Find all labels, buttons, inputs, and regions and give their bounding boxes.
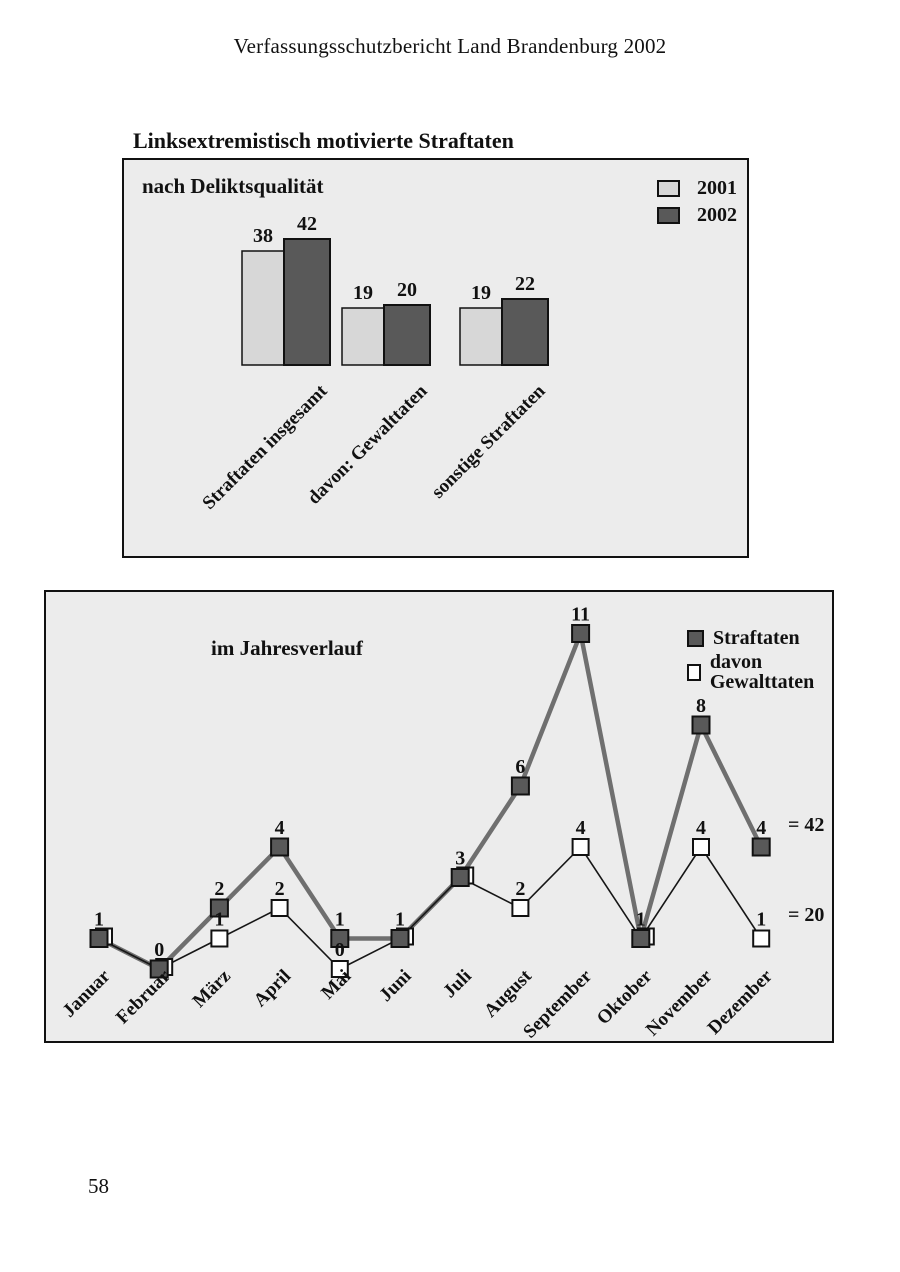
legend-swatch-2001 [657, 179, 680, 197]
straftaten-value-label: 6 [515, 756, 525, 778]
gewalttaten-marker [692, 838, 710, 856]
month-label: April [250, 966, 295, 1011]
straftaten-value-label: 1 [335, 909, 345, 931]
legend-label-2001: 2001 [697, 177, 737, 199]
bar-chart-title: nach Deliktsqualität [142, 174, 324, 198]
legend-row-2001: 2001 [657, 178, 737, 198]
gewalttaten-marker [511, 899, 530, 917]
bar-2002-0 [283, 238, 331, 366]
month-label: Januar [59, 965, 115, 1021]
legend-swatch-straftaten [687, 629, 704, 647]
legend-swatch-2002 [657, 206, 680, 224]
bar-2001-1 [341, 307, 385, 366]
gewalttaten-value-label: 0 [335, 939, 345, 961]
straftaten-value-label: 3 [455, 848, 465, 870]
straftaten-value-label: 2 [214, 878, 224, 900]
straftaten-marker [209, 898, 229, 918]
straftaten-value-label: 4 [756, 817, 766, 839]
bar-2002-1 [383, 304, 431, 366]
bar-value-label-2001: 38 [253, 225, 273, 247]
legend-row-straftaten: Straftaten [687, 628, 832, 648]
straftaten-value-label: 11 [571, 604, 590, 626]
legend-row-gewalttaten: davon Gewalttaten [687, 652, 832, 692]
straftaten-value-label: 1 [395, 909, 405, 931]
bar-chart-panel: nach Deliktsqualität 2001 2002 38 42 Straf… [122, 158, 749, 558]
gewalttaten-marker [752, 929, 771, 948]
straftaten-marker [149, 959, 169, 979]
gewalttaten-line [98, 845, 762, 970]
month-label: März [189, 965, 236, 1012]
page-number: 58 [88, 1174, 109, 1198]
line-chart-panel: im Jahresverlauf Straftaten davon Gewalt… [44, 590, 834, 1043]
bar-2001-2 [459, 307, 503, 366]
bar-2001-0 [241, 250, 285, 366]
gewalttaten-value-label: 2 [515, 878, 525, 900]
gewalttaten-value-label: 2 [275, 878, 285, 900]
legend-label-2002: 2002 [697, 204, 737, 226]
gewalttaten-marker [210, 929, 229, 948]
bar-category-label: sonstige Straftaten [428, 380, 550, 502]
bar-chart-legend: 2001 2002 [657, 178, 737, 225]
straftaten-marker [571, 624, 591, 643]
straftaten-marker [751, 837, 771, 857]
gewalttaten-value-label: 4 [576, 817, 586, 839]
total-straftaten-label: = 42 [788, 814, 825, 836]
month-label: Mai [317, 966, 355, 1004]
straftaten-marker [89, 929, 109, 948]
straftaten-value-label: 1 [636, 909, 646, 931]
month-label: Juli [439, 966, 476, 1003]
line-chart-title: im Jahresverlauf [211, 636, 363, 660]
straftaten-marker [330, 929, 350, 948]
legend-row-2002: 2002 [657, 205, 737, 225]
bar-value-label-2001: 19 [353, 282, 373, 304]
straftaten-marker [510, 776, 530, 796]
bar-value-label-2002: 22 [515, 273, 535, 295]
gewalttaten-value-label: 1 [756, 909, 766, 931]
month-label: Juni [375, 966, 415, 1006]
straftaten-marker [691, 715, 711, 735]
gewalttaten-marker [330, 960, 349, 978]
legend-swatch-gewalttaten [687, 663, 701, 681]
page-title: Linksextremistisch motivierte Straftaten [133, 128, 514, 153]
line-chart-legend: Straftaten davon Gewalttaten [687, 628, 832, 692]
gewalttaten-value-label: 4 [696, 817, 706, 839]
legend-label-straftaten: Straftaten [713, 627, 800, 649]
bar-2002-2 [501, 298, 549, 366]
month-label: Dezember [704, 965, 777, 1038]
gewalttaten-value-label: 1 [214, 909, 224, 931]
month-label: November [642, 965, 717, 1040]
month-label: Februar [112, 965, 175, 1028]
straftaten-marker [390, 929, 410, 948]
straftaten-marker [270, 837, 290, 857]
straftaten-value-label: 0 [154, 939, 164, 961]
bar-value-label-2002: 20 [397, 279, 417, 301]
gewalttaten-marker [571, 838, 590, 856]
straftaten-value-label: 8 [696, 695, 706, 717]
bar-value-label-2001: 19 [471, 282, 491, 304]
total-gewalttaten-label: = 20 [788, 904, 825, 926]
legend-label-gewalttaten: davon Gewalttaten [709, 651, 815, 693]
month-label: August [480, 965, 536, 1021]
bar-value-label-2002: 42 [297, 213, 317, 235]
straftaten-value-label: 4 [275, 817, 285, 839]
gewalttaten-marker [270, 899, 289, 917]
straftaten-marker [631, 929, 651, 948]
straftaten-marker [450, 868, 470, 887]
straftaten-value-label: 1 [94, 909, 104, 931]
straftaten-line [97, 625, 764, 972]
page-header: Verfassungsschutzbericht Land Brandenbur… [233, 34, 667, 58]
